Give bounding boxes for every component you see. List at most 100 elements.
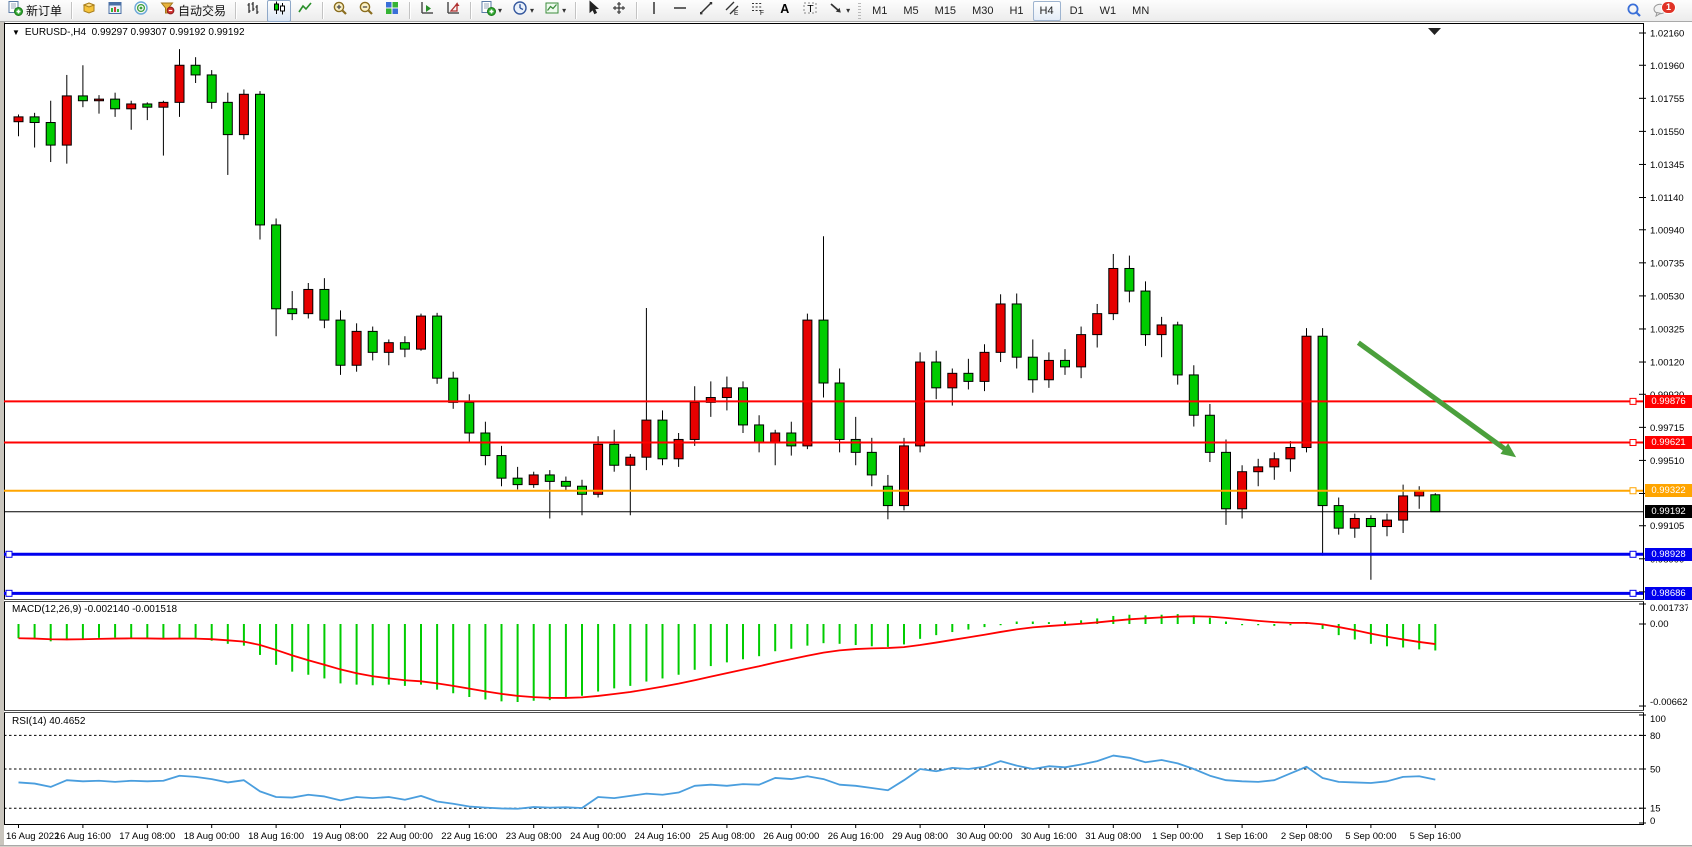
- channel-button[interactable]: E: [720, 0, 744, 22]
- templates-dropdown-icon[interactable]: ▾: [562, 6, 567, 15]
- rsi-pane[interactable]: 100 80 50 150: [4, 713, 1688, 825]
- candle-body: [480, 432, 491, 457]
- periods-dropdown-icon[interactable]: ▾: [530, 6, 535, 15]
- bar-chart-button[interactable]: [241, 0, 265, 22]
- text-button[interactable]: A: [772, 0, 796, 22]
- chart-title-dropdown-icon[interactable]: ▼: [12, 28, 20, 37]
- timeframe-button-w1[interactable]: W1: [1099, 4, 1117, 17]
- macd-signal-line: [18, 615, 1436, 699]
- cursor-button[interactable]: [581, 0, 605, 22]
- pane-separator-macd[interactable]: [4, 599, 1644, 602]
- chart-shift-marker-icon[interactable]: [1428, 28, 1441, 35]
- crosshair-button[interactable]: [607, 0, 631, 22]
- rsi-axis-ticks: 100 80 50 150: [1639, 714, 1666, 825]
- horizontal-line-0.98928[interactable]: [4, 550, 1643, 558]
- candle-body: [850, 438, 861, 453]
- zoom-out-button[interactable]: [354, 0, 378, 22]
- line-handle[interactable]: [1629, 487, 1637, 495]
- tile-windows-button[interactable]: [380, 0, 404, 22]
- line-chart-button[interactable]: [293, 0, 317, 22]
- market-watch-button[interactable]: [77, 0, 101, 22]
- timeframe-button-d1[interactable]: D1: [1069, 4, 1084, 17]
- cursor-icon: [585, 0, 601, 21]
- timeframe-button-m30[interactable]: M30: [972, 4, 994, 17]
- svg-text:0.99510: 0.99510: [1650, 456, 1684, 467]
- price-badge-0.99322: 0.99322: [1645, 484, 1692, 498]
- templates-icon: [544, 0, 560, 21]
- time-label: 2 Sep 08:00: [1281, 831, 1332, 842]
- svg-text:1.01140: 1.01140: [1650, 193, 1684, 204]
- horizontal-line-0.99876[interactable]: [4, 397, 1643, 405]
- main-chart-pane[interactable]: 1.02160 1.01960 1.01755 1.01550 1.01345 1.011…: [4, 23, 1688, 599]
- candle-body: [61, 95, 72, 146]
- fibonacci-button[interactable]: F: [746, 0, 770, 22]
- candles: [13, 49, 1441, 580]
- line-handle[interactable]: [5, 550, 13, 558]
- macd-pane[interactable]: 0.001737 0.00 -0.006628: [4, 602, 1688, 710]
- timeframe-button-m5[interactable]: M5: [903, 4, 919, 17]
- time-label: 29 Aug 08:00: [892, 831, 948, 842]
- line-chart-icon: [297, 0, 313, 21]
- toolbar-grip[interactable]: [858, 2, 862, 19]
- auto-trading-button[interactable]: 自动交易: [155, 0, 230, 22]
- candle-body: [625, 456, 636, 466]
- vertical-line-button[interactable]: [642, 0, 666, 22]
- time-label: 19 Aug 08:00: [313, 831, 369, 842]
- candle-body: [947, 372, 958, 389]
- chart-window-button[interactable]: [103, 0, 127, 22]
- line-handle[interactable]: [1629, 550, 1637, 558]
- new-order-button[interactable]: 新订单: [3, 0, 66, 22]
- candle-body: [399, 342, 410, 350]
- candle-body: [1269, 458, 1280, 468]
- candle-body: [335, 319, 346, 366]
- svg-text:0.001737: 0.001737: [1650, 603, 1688, 614]
- line-handle[interactable]: [1629, 397, 1637, 405]
- candle-body: [818, 319, 829, 384]
- line-handle[interactable]: [5, 589, 13, 597]
- timeframe-button-m1[interactable]: M1: [872, 4, 888, 17]
- candle-body: [206, 74, 217, 103]
- time-label: 1 Sep 00:00: [1152, 831, 1203, 842]
- time-label: 5 Sep 16:00: [1410, 831, 1461, 842]
- new-chart-button[interactable]: ▾: [476, 0, 506, 22]
- svg-text:T: T: [807, 3, 814, 15]
- candle-body: [995, 303, 1006, 353]
- timeframe-button-h4[interactable]: H4: [1032, 0, 1061, 21]
- signal-button[interactable]: [129, 0, 153, 22]
- line-handle[interactable]: [1629, 439, 1637, 447]
- line-handle[interactable]: [1629, 589, 1637, 597]
- shapes-dropdown-icon[interactable]: ▾: [846, 6, 851, 15]
- rsi-value: 40.4652: [49, 716, 86, 727]
- ohlc-values: 0.99297 0.99307 0.99192 0.99192: [91, 27, 245, 38]
- shapes-button[interactable]: ▾: [824, 0, 854, 22]
- arrange-right-button[interactable]: [441, 0, 465, 22]
- timeframe-button-h1[interactable]: H1: [1009, 4, 1024, 17]
- candlestick-chart-button[interactable]: [267, 0, 292, 22]
- timeframe-button-mn[interactable]: MN: [1132, 4, 1150, 17]
- horizontal-line-0.98686[interactable]: [4, 589, 1643, 597]
- horizontal-line-0.99322[interactable]: [4, 487, 1643, 495]
- chat-button[interactable]: 1: [1648, 0, 1687, 23]
- text-label-button[interactable]: T: [798, 0, 822, 22]
- pane-separator-rsi[interactable]: [4, 710, 1644, 713]
- candle-body: [432, 315, 443, 379]
- candle-body: [657, 419, 668, 460]
- new-chart-dropdown-icon[interactable]: ▾: [498, 6, 503, 15]
- horizontal-line-button[interactable]: [668, 0, 692, 22]
- candle-body: [1172, 324, 1183, 376]
- trend-arrow-annotation[interactable]: [1356, 340, 1517, 458]
- tile-windows-icon: [384, 0, 400, 21]
- zoom-in-button[interactable]: [328, 0, 352, 22]
- arrange-left-button[interactable]: [415, 0, 439, 22]
- candle-body: [560, 480, 571, 487]
- periods-button[interactable]: ▾: [508, 0, 538, 22]
- timeframe-button-m15[interactable]: M15: [934, 4, 957, 17]
- candle-body: [222, 101, 233, 136]
- search-button[interactable]: [1622, 1, 1646, 23]
- horizontal-line-0.99621[interactable]: [4, 439, 1643, 447]
- candle-body: [1382, 519, 1392, 528]
- templates-button[interactable]: ▾: [540, 0, 570, 22]
- time-label: 5 Sep 00:00: [1345, 831, 1396, 842]
- trendline-button[interactable]: [694, 0, 718, 22]
- time-axis[interactable]: [4, 825, 1692, 845]
